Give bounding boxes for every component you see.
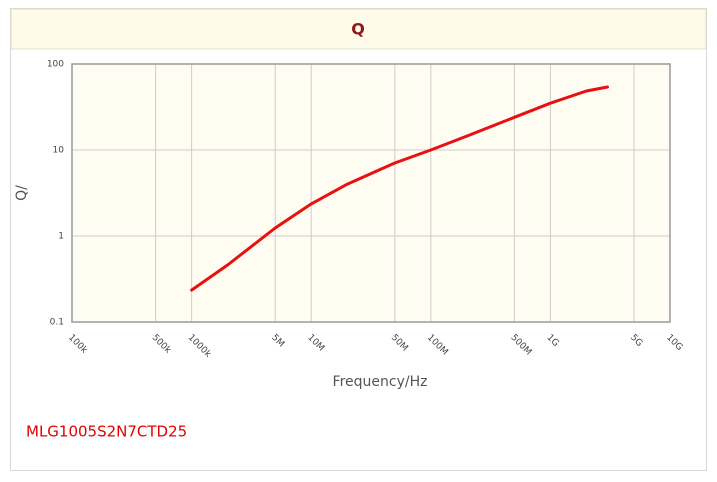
y-tick-label: 10 xyxy=(53,146,65,156)
part-number: MLG1005S2N7CTD25 xyxy=(26,423,187,441)
plot-border xyxy=(71,63,671,323)
chart-title: Q xyxy=(351,20,365,39)
x-axis-label: Frequency/Hz xyxy=(333,374,428,390)
y-axis-label: Q/ xyxy=(14,185,30,201)
plot-area xyxy=(72,64,670,322)
y-tick-label: 1 xyxy=(58,232,64,242)
header xyxy=(10,8,707,50)
curve xyxy=(190,85,609,292)
y-tick-label: 0.1 xyxy=(50,318,64,328)
y-tick-label: 100 xyxy=(47,60,64,70)
